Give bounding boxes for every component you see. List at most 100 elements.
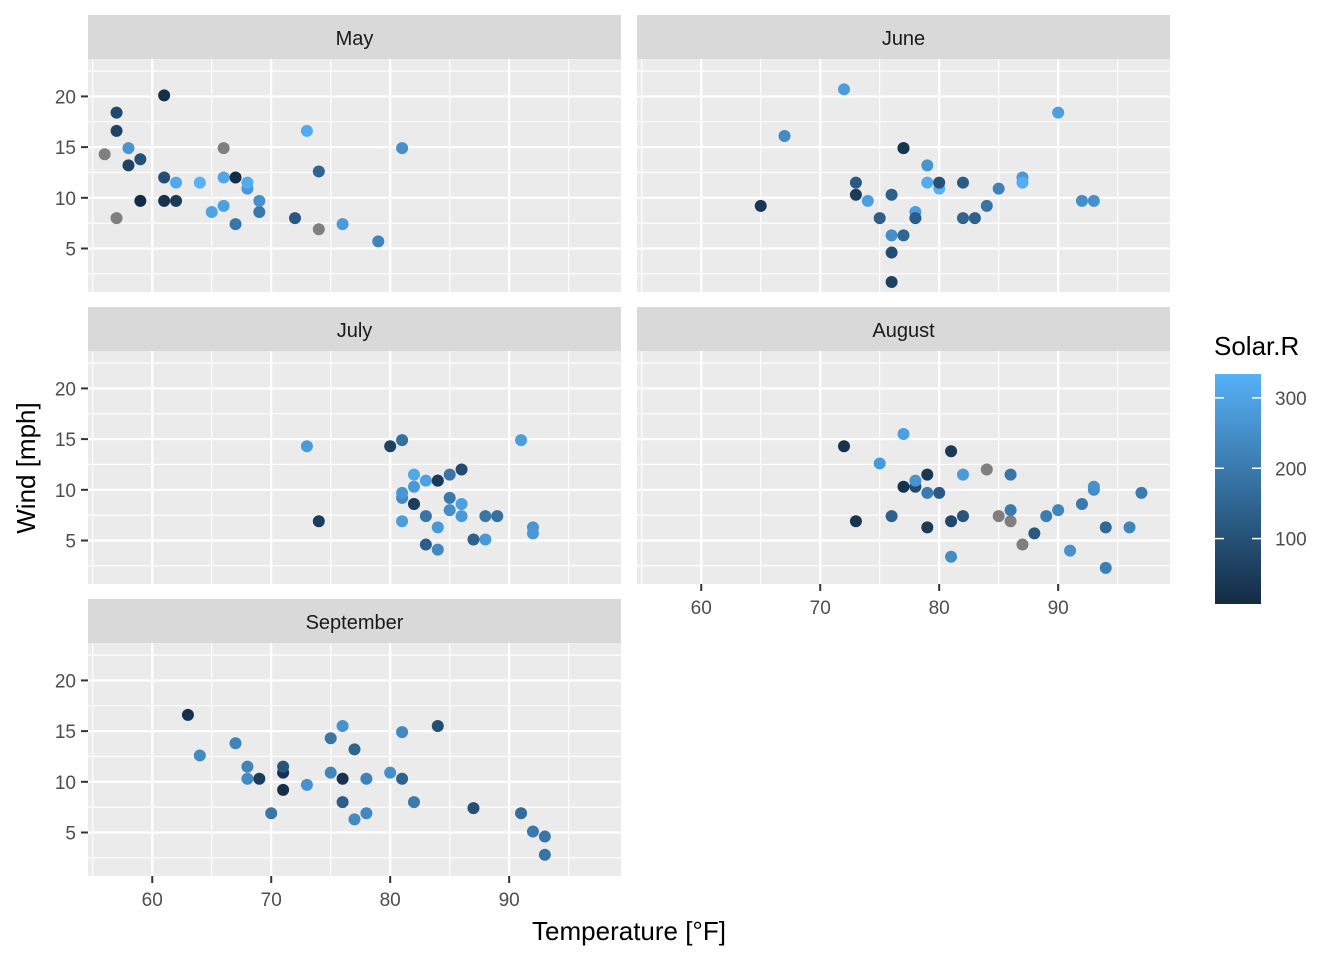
y-tick-label: 15 bbox=[55, 722, 76, 743]
data-point bbox=[407, 498, 420, 511]
data-point bbox=[443, 504, 456, 517]
data-point bbox=[241, 772, 254, 785]
data-point bbox=[945, 515, 958, 528]
data-point bbox=[945, 550, 958, 563]
data-point bbox=[277, 760, 290, 773]
y-tick-label: 5 bbox=[65, 240, 76, 261]
legend-tick-label: 200 bbox=[1275, 459, 1307, 480]
data-point bbox=[992, 510, 1005, 523]
facet-strip bbox=[637, 307, 1170, 351]
data-point bbox=[1004, 504, 1017, 517]
data-point bbox=[110, 124, 123, 137]
data-point bbox=[1064, 544, 1077, 557]
facet-strip-label: July bbox=[337, 320, 373, 342]
data-point bbox=[277, 783, 290, 796]
data-point bbox=[956, 212, 969, 225]
data-point bbox=[98, 148, 111, 161]
data-point bbox=[1028, 527, 1041, 540]
x-tick-label: 60 bbox=[691, 598, 712, 619]
data-point bbox=[229, 218, 242, 231]
data-point bbox=[407, 796, 420, 809]
data-point bbox=[467, 802, 480, 815]
color-legend: Solar.R 100 200 300 bbox=[1214, 331, 1307, 604]
data-point bbox=[396, 434, 409, 447]
data-point bbox=[885, 275, 898, 288]
data-point bbox=[1075, 498, 1088, 511]
data-point bbox=[838, 83, 851, 96]
data-point bbox=[431, 543, 444, 556]
data-point bbox=[407, 468, 420, 481]
data-point bbox=[122, 159, 135, 172]
facet-strip-label: May bbox=[336, 28, 374, 50]
data-point bbox=[956, 510, 969, 523]
y-tick-label: 20 bbox=[55, 379, 76, 400]
data-point bbox=[980, 463, 993, 476]
data-point bbox=[300, 440, 313, 453]
data-point bbox=[158, 89, 171, 102]
data-point bbox=[217, 171, 230, 184]
data-point bbox=[110, 212, 123, 225]
data-point bbox=[956, 468, 969, 481]
facet-strip-label: June bbox=[882, 28, 925, 50]
data-point bbox=[407, 480, 420, 493]
data-point bbox=[360, 807, 373, 820]
data-point bbox=[396, 515, 409, 528]
data-point bbox=[300, 124, 313, 137]
plot-panel-background bbox=[637, 59, 1170, 292]
data-point bbox=[897, 229, 910, 242]
data-point bbox=[526, 527, 539, 540]
data-point bbox=[921, 486, 934, 499]
y-tick-label: 5 bbox=[65, 532, 76, 553]
data-point bbox=[467, 533, 480, 546]
facet-strip-label: September bbox=[306, 612, 404, 634]
data-point bbox=[205, 206, 218, 219]
data-point bbox=[921, 159, 934, 172]
data-point bbox=[885, 246, 898, 259]
x-tick-label: 70 bbox=[261, 890, 282, 911]
data-point bbox=[431, 474, 444, 487]
data-point bbox=[336, 218, 349, 231]
data-point bbox=[885, 229, 898, 242]
data-point bbox=[443, 468, 456, 481]
facet-strip bbox=[88, 599, 621, 643]
data-point bbox=[1052, 106, 1065, 119]
data-point bbox=[181, 708, 194, 721]
data-point bbox=[134, 194, 147, 207]
y-tick-label: 10 bbox=[55, 773, 76, 794]
data-point bbox=[921, 521, 934, 534]
data-point bbox=[1016, 176, 1029, 189]
data-point bbox=[885, 510, 898, 523]
x-tick-label: 90 bbox=[1048, 598, 1069, 619]
data-point bbox=[336, 720, 349, 733]
data-point bbox=[526, 825, 539, 838]
facet-panel-july: July 5 10 15 20 bbox=[55, 307, 621, 584]
data-point bbox=[348, 743, 361, 756]
data-point bbox=[1099, 561, 1112, 574]
data-point bbox=[431, 521, 444, 534]
data-point bbox=[1004, 468, 1017, 481]
plot-panel-background bbox=[88, 351, 621, 584]
data-point bbox=[265, 807, 278, 820]
data-point bbox=[921, 176, 934, 189]
data-point bbox=[1123, 521, 1136, 534]
data-point bbox=[491, 510, 504, 523]
data-point bbox=[778, 129, 791, 142]
data-point bbox=[289, 212, 302, 225]
data-point bbox=[873, 212, 886, 225]
y-tick-label: 20 bbox=[55, 671, 76, 692]
data-point bbox=[1016, 538, 1029, 551]
data-point bbox=[980, 199, 993, 212]
data-point bbox=[134, 153, 147, 166]
data-point bbox=[300, 778, 313, 791]
data-point bbox=[992, 182, 1005, 195]
plot-panel-background bbox=[88, 59, 621, 292]
data-point bbox=[336, 772, 349, 785]
data-point bbox=[1135, 486, 1148, 499]
facet-panel-september: September 5 10 15 20 60 70 80 90 bbox=[55, 599, 621, 911]
data-point bbox=[419, 474, 432, 487]
facet-panel-august: August 60 70 80 90 bbox=[637, 307, 1170, 619]
data-point bbox=[193, 176, 206, 189]
y-tick-label: 10 bbox=[55, 481, 76, 502]
data-point bbox=[253, 772, 266, 785]
